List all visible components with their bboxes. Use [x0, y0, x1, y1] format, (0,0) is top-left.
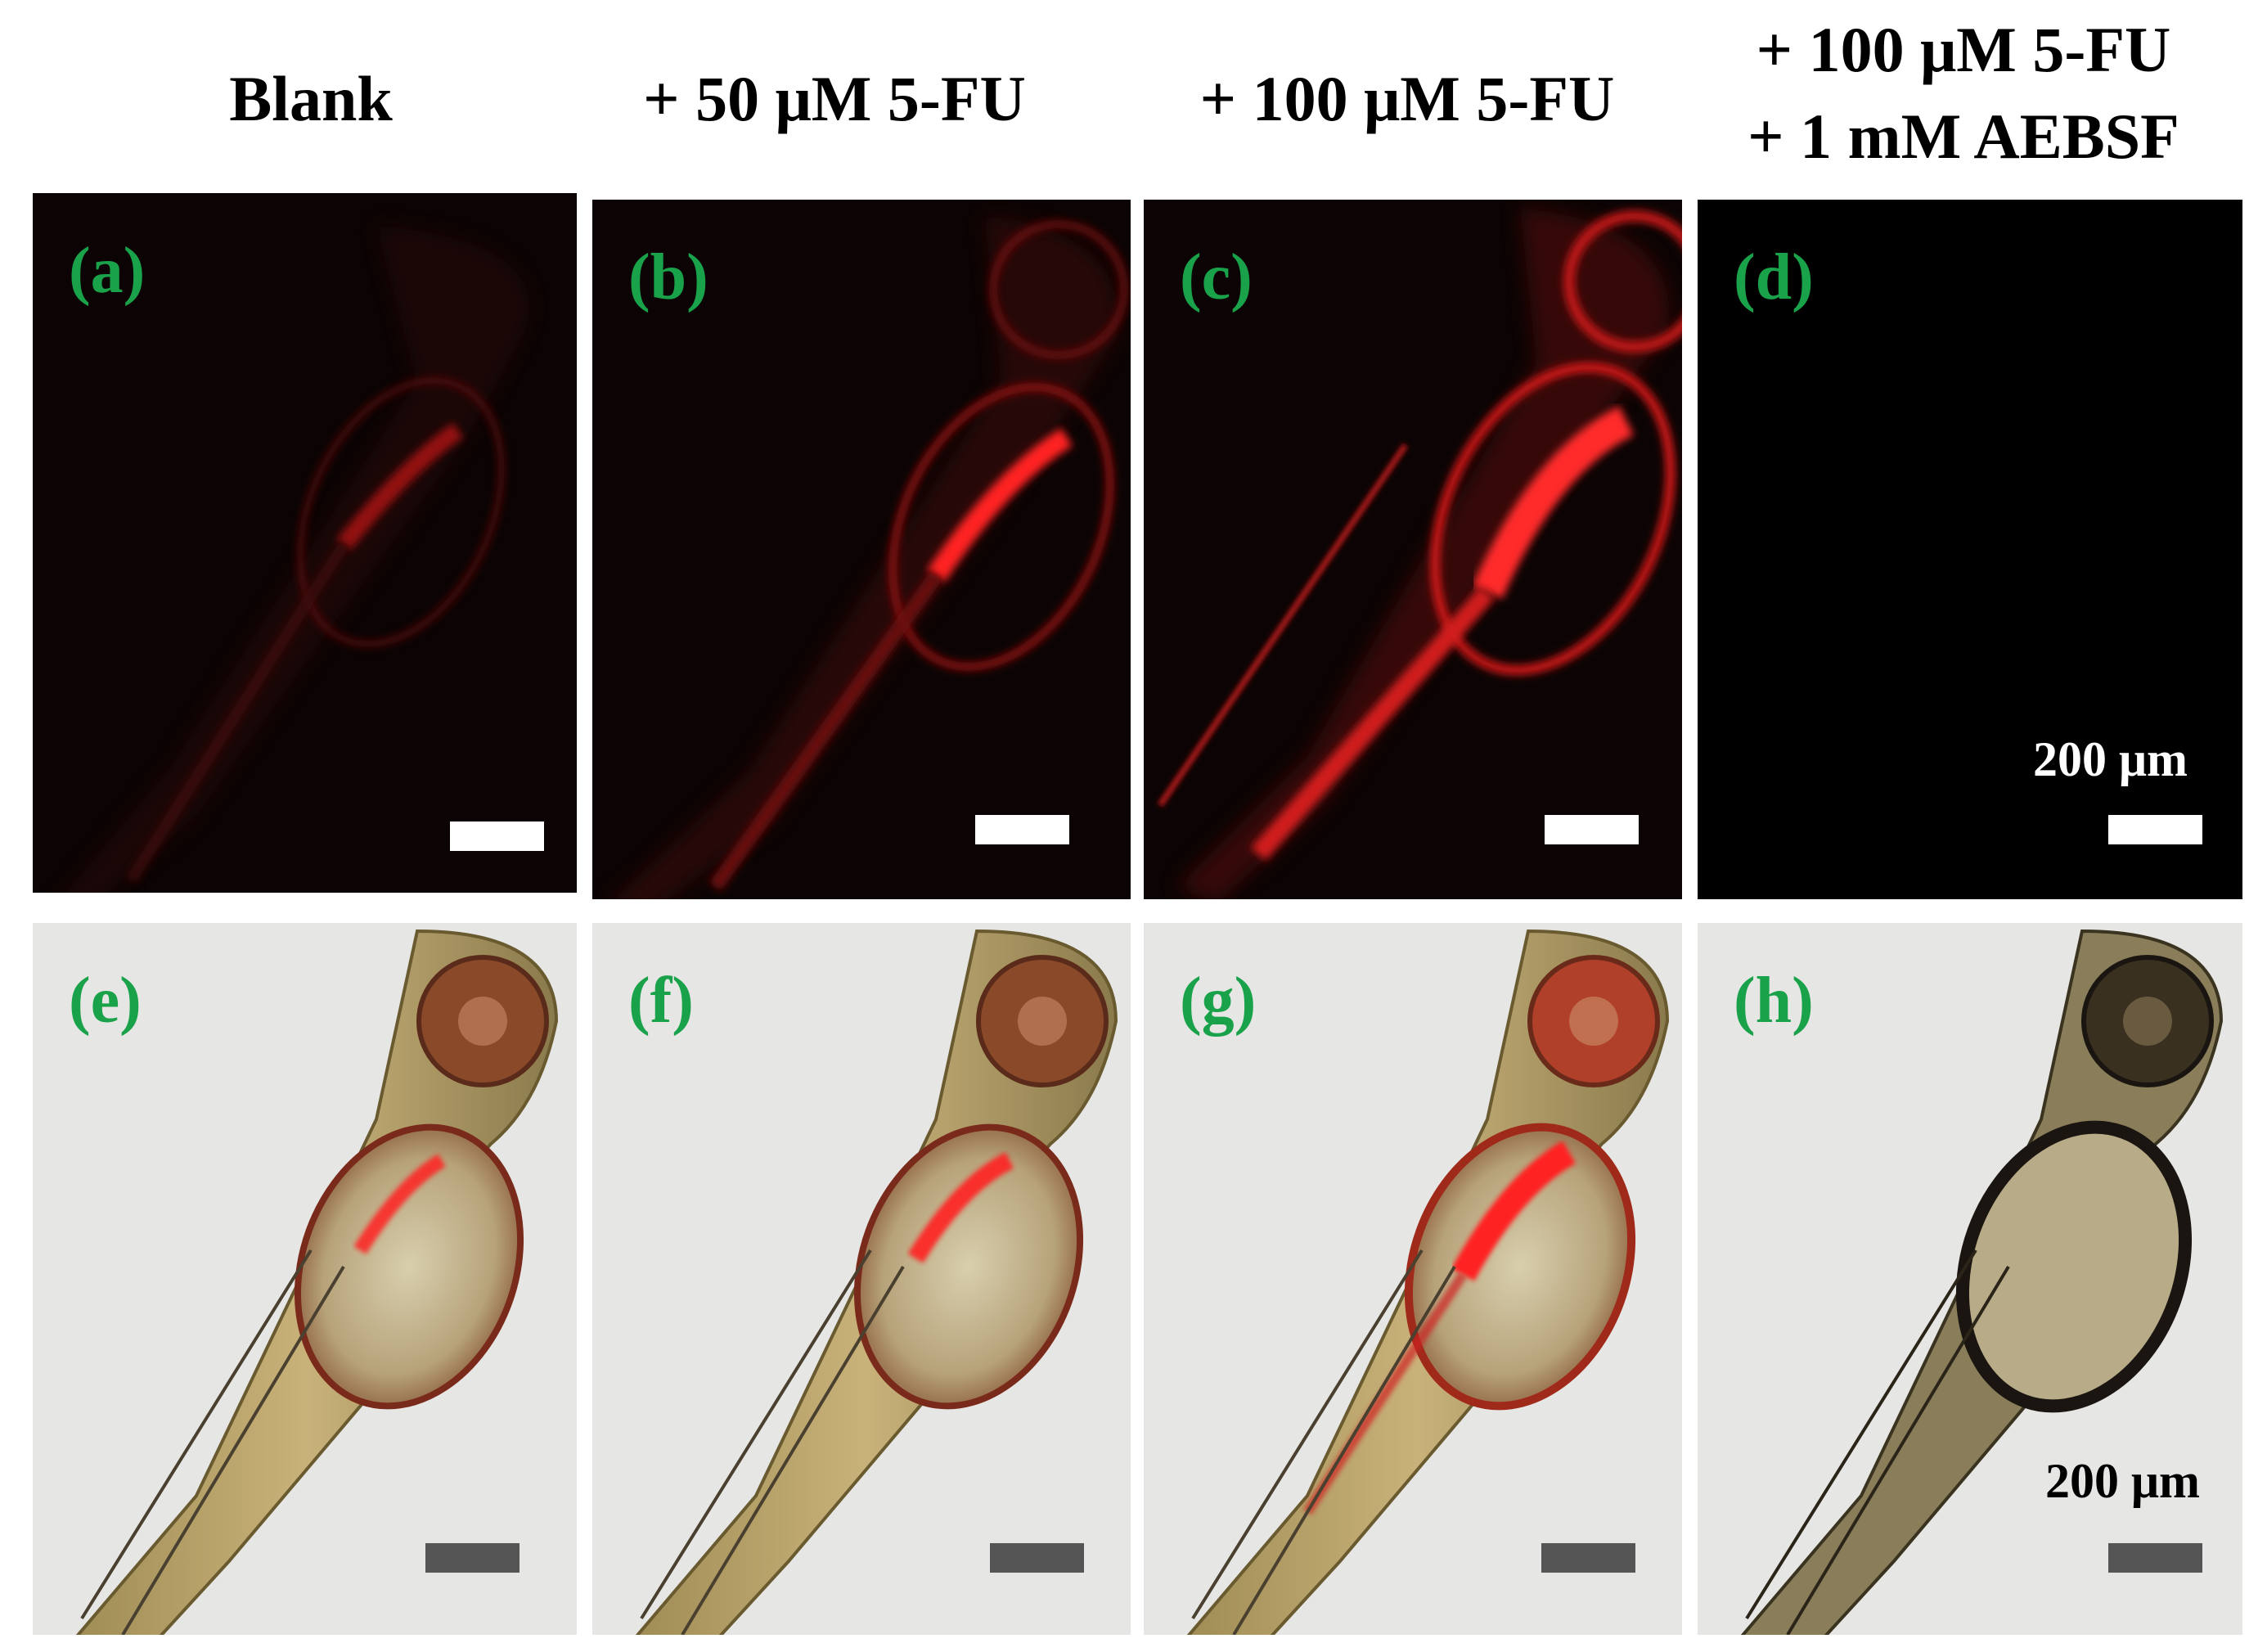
panel-label-c: (c)	[1180, 241, 1253, 313]
column-title-50um-5fu: + 50 μM 5-FU	[643, 63, 1026, 134]
scale-bar-h	[2108, 1543, 2202, 1573]
fluorescence-panel-d: (d) 200 μm	[1698, 200, 2242, 899]
scale-bar-d	[2108, 815, 2202, 844]
scale-bar-g	[1541, 1543, 1635, 1573]
fish-brightfield-image	[635, 929, 1118, 1635]
panel-label-f: (f)	[628, 965, 694, 1037]
panel-label-b: (b)	[628, 241, 708, 313]
panel-label-e: (e)	[69, 965, 142, 1037]
fish-fluorescence-image	[1157, 208, 1682, 899]
fluorescence-panel-a: (a)	[33, 193, 577, 893]
panel-label-h: (h)	[1734, 965, 1814, 1037]
fluorescence-panel-b: (b)	[592, 200, 1131, 899]
scale-bar-f	[990, 1543, 1084, 1573]
column-title-line-1: + 100 μM 5-FU	[1756, 14, 2171, 85]
fluorescence-panel-c: (c)	[1144, 200, 1682, 899]
fish-brightfield-image	[1186, 929, 1670, 1635]
column-title-blank: Blank	[229, 63, 393, 134]
scale-label-h: 200 μm	[2045, 1454, 2200, 1508]
brightfield-panel-f: (f)	[592, 923, 1131, 1635]
fish-brightfield-image	[1740, 929, 2224, 1635]
brightfield-panel-h: (h) 200 μm	[1698, 923, 2242, 1635]
brightfield-panel-g: (g)	[1144, 923, 1682, 1635]
panel-label-a: (a)	[69, 235, 146, 307]
panel-label-g: (g)	[1180, 965, 1257, 1037]
scale-bar-a	[450, 821, 544, 851]
column-title-100um-5fu: + 100 μM 5-FU	[1199, 63, 1615, 134]
fish-fluorescence-image	[613, 216, 1128, 899]
scale-bar-e	[425, 1543, 520, 1573]
column-title-100um-5fu-aebsf: + 100 μM 5-FU + 1 mM AEBSF	[1685, 16, 2242, 170]
panel-label-d: (d)	[1734, 241, 1814, 313]
scale-label-d: 200 μm	[2033, 732, 2188, 786]
brightfield-panel-e: (e)	[33, 923, 577, 1635]
scale-bar-c	[1545, 815, 1639, 844]
fish-brightfield-image	[75, 929, 559, 1635]
scale-bar-b	[975, 815, 1069, 844]
column-title-line-2: + 1 mM AEBSF	[1747, 100, 2179, 172]
fish-fluorescence-image	[65, 226, 529, 893]
